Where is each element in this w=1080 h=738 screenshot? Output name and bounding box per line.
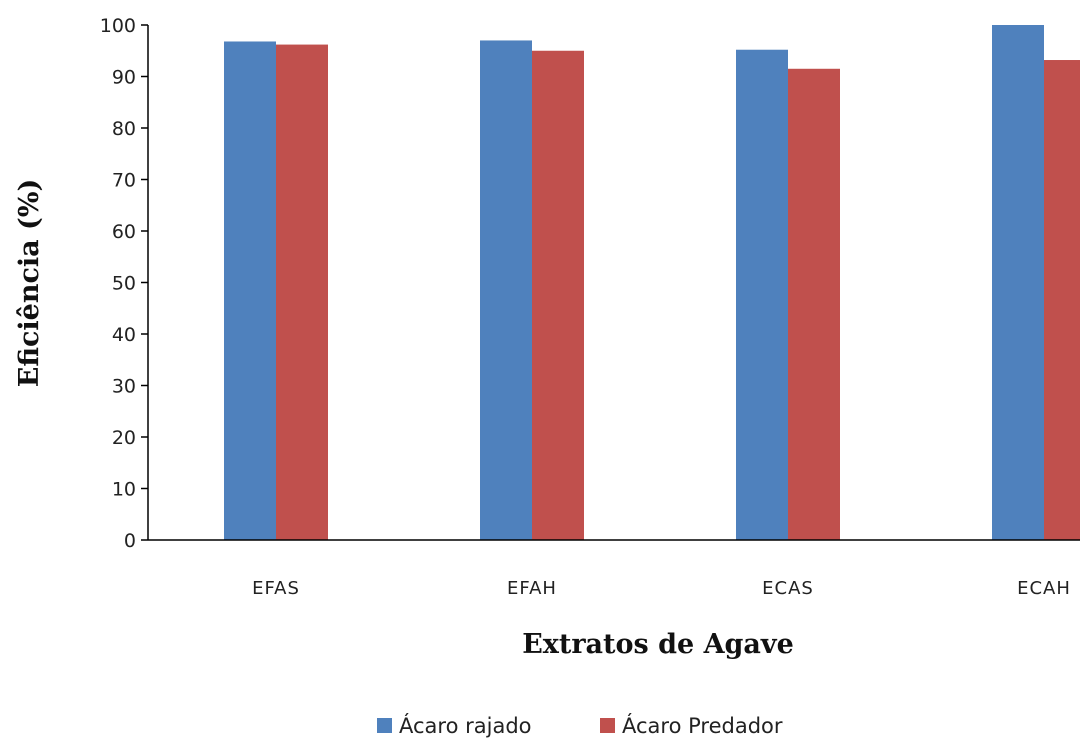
legend: Ácaro rajado Ácaro Predador xyxy=(377,713,783,738)
x-axis-labels: EFAS EFAH ECAS ECAH xyxy=(252,578,1071,599)
bar-efah-series-2 xyxy=(532,50,584,540)
x-axis-title: Extratos de Agave xyxy=(522,629,794,660)
legend-swatch xyxy=(600,718,615,733)
bar-efas-series-2 xyxy=(276,44,328,540)
y-tick-label: 90 xyxy=(112,67,136,89)
y-tick-label: 40 xyxy=(112,324,136,346)
bar-ecas-series-2 xyxy=(788,68,840,541)
legend-label: Ácaro rajado xyxy=(399,713,532,738)
y-axis-title: Eficiência (%) xyxy=(14,179,45,388)
y-tick-label: 60 xyxy=(112,221,136,243)
bar-ecas-series-1 xyxy=(736,49,788,540)
legend-label: Ácaro Predador xyxy=(622,713,783,738)
bar-ecah-series-1 xyxy=(992,25,1044,540)
x-category-label: EFAH xyxy=(507,578,557,599)
bars xyxy=(224,25,1080,541)
y-tick-label: 70 xyxy=(112,170,136,192)
y-axis-ticks: 0 10 20 30 40 50 60 70 80 90 100 xyxy=(100,15,148,552)
y-tick-label: 20 xyxy=(112,427,136,449)
y-tick-label: 100 xyxy=(100,15,136,37)
bar-ecah-series-2 xyxy=(1044,60,1080,541)
legend-swatch xyxy=(377,718,392,733)
y-tick-label: 0 xyxy=(124,530,136,552)
y-tick-label: 10 xyxy=(112,479,136,501)
y-tick-label: 80 xyxy=(112,118,136,140)
x-category-label: ECAH xyxy=(1017,578,1071,599)
x-category-label: EFAS xyxy=(252,578,300,599)
y-tick-label: 50 xyxy=(112,273,136,295)
x-category-label: ECAS xyxy=(762,578,814,599)
bar-efah-series-1 xyxy=(480,40,532,540)
y-tick-label: 30 xyxy=(112,376,136,398)
bar-efas-series-1 xyxy=(224,41,276,540)
